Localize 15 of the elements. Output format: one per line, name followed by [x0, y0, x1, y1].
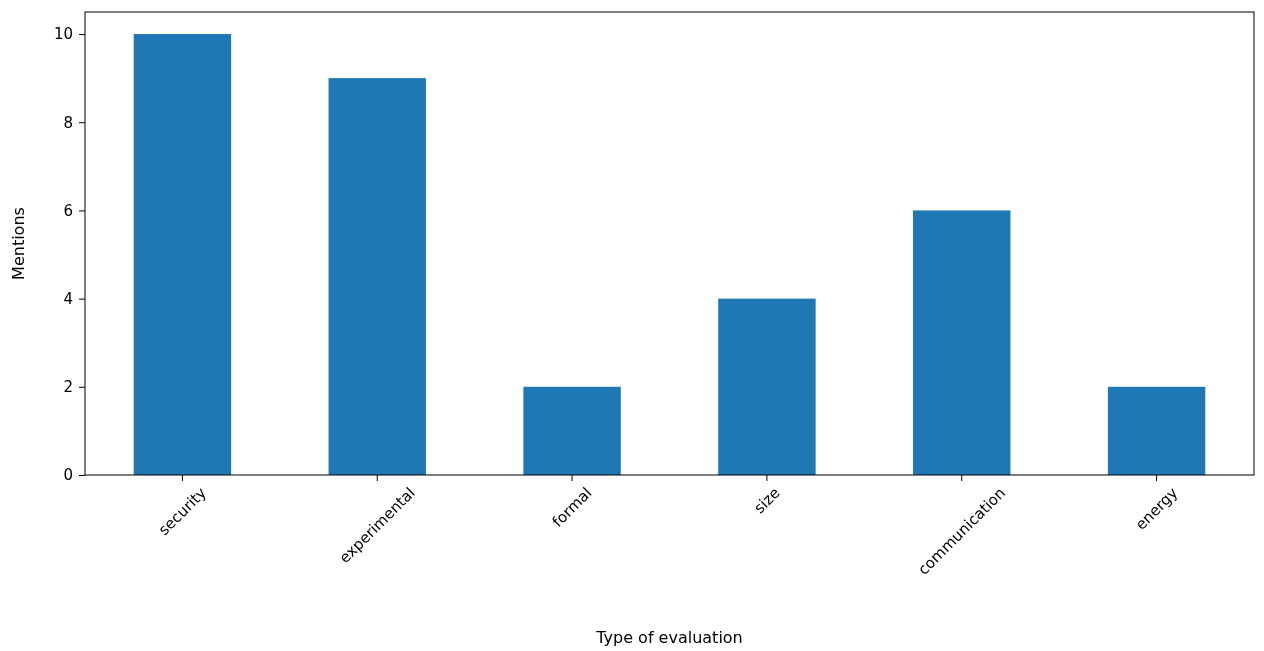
x-axis-title: Type of evaluation [595, 628, 743, 647]
x-tick-label: size [750, 483, 784, 518]
y-tick-label: 8 [63, 113, 73, 132]
y-tick-label: 6 [63, 201, 73, 220]
bar [523, 386, 621, 475]
y-tick-label: 4 [63, 289, 73, 308]
bar [1107, 386, 1206, 475]
bar [133, 34, 232, 475]
bar [718, 298, 816, 475]
y-tick-label: 10 [53, 25, 73, 44]
y-tick-label: 0 [63, 466, 73, 485]
bar [328, 78, 426, 475]
y-tick-label: 2 [63, 378, 73, 397]
bar [913, 210, 1011, 475]
y-axis-title: Mentions [9, 207, 28, 280]
